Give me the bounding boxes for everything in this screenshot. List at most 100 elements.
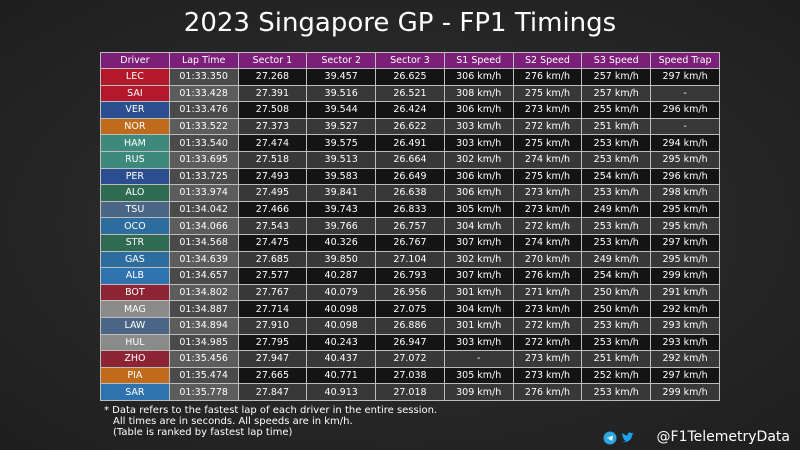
- table-row: SAI 01:33.428 27.391 39.516 26.521 308 km/h 27…: [100, 84, 720, 103]
- cell: 275 km/h: [512, 84, 583, 103]
- column-header: S1 Speed: [443, 52, 514, 69]
- footnote-line: (Table is ranked by fastest lap time): [113, 427, 293, 438]
- driver-cell: LEC: [100, 68, 170, 86]
- cell: 309 km/h: [443, 383, 514, 401]
- cell: 273 km/h: [512, 101, 583, 119]
- cell: 27.475: [237, 233, 308, 252]
- table-row: ZHO 01:35.456 27.947 40.437 27.072-273 km/h 2…: [100, 350, 720, 368]
- cell: 39.841: [306, 184, 377, 202]
- social-icons: [603, 431, 634, 445]
- cell: 301 km/h: [443, 316, 514, 335]
- cell: 27.104: [375, 250, 445, 269]
- table-row: RUS 01:33.695 27.518 39.513 26.664 302 km/h 27…: [100, 150, 720, 169]
- driver-cell: ZHO: [100, 350, 170, 368]
- cell: 253 km/h: [581, 217, 652, 235]
- cell: 01:34.639: [168, 250, 239, 269]
- cell: 27.795: [237, 333, 308, 352]
- table-row: NOR 01:33.522 27.373 39.527 26.622 303 km/h 27…: [100, 117, 720, 136]
- cell: 274 km/h: [512, 233, 583, 252]
- cell: 27.495: [237, 184, 308, 202]
- cell: 253 km/h: [581, 233, 652, 252]
- title: 2023 Singapore GP - FP1 Timings: [183, 8, 617, 38]
- cell: -: [650, 117, 720, 136]
- cell: 304 km/h: [443, 300, 514, 318]
- cell: -: [650, 84, 720, 103]
- cell: 249 km/h: [581, 250, 652, 269]
- table-row: PER 01:33.725 27.493 39.583 26.649 306 km/h 27…: [100, 167, 720, 186]
- cell: 305 km/h: [443, 200, 514, 219]
- cell: 27.072: [375, 350, 445, 368]
- cell: 01:34.802: [168, 283, 239, 302]
- cell: 27.665: [237, 366, 308, 385]
- cell: 307 km/h: [443, 233, 514, 252]
- driver-cell: LAW: [100, 316, 170, 335]
- cell: 271 km/h: [512, 283, 583, 302]
- driver-cell: SAI: [100, 84, 170, 103]
- cell: 39.516: [306, 84, 377, 103]
- driver-cell: BOT: [100, 283, 170, 302]
- driver-cell: PIA: [100, 366, 170, 385]
- driver-cell: TSU: [100, 200, 170, 219]
- cell: 292 km/h: [650, 350, 720, 368]
- column-header: Sector 1: [237, 52, 308, 69]
- cell: 250 km/h: [581, 300, 652, 318]
- cell: 26.664: [375, 150, 445, 169]
- table-row: STR 01:34.568 27.475 40.326 26.767 307 km/h 27…: [100, 233, 720, 252]
- cell: 306 km/h: [443, 167, 514, 186]
- cell: 39.513: [306, 150, 377, 169]
- cell: 01:34.066: [168, 217, 239, 235]
- cell: 27.373: [237, 117, 308, 136]
- cell: 299 km/h: [650, 383, 720, 401]
- cell: 303 km/h: [443, 134, 514, 152]
- cell: 27.466: [237, 200, 308, 219]
- cell: 249 km/h: [581, 200, 652, 219]
- cell: 308 km/h: [443, 84, 514, 103]
- cell: 26.757: [375, 217, 445, 235]
- cell: 01:33.428: [168, 84, 239, 103]
- table-row: ALB 01:34.657 27.577 40.287 26.793 307 km/h 27…: [100, 267, 720, 285]
- driver-cell: VER: [100, 101, 170, 119]
- cell: 26.767: [375, 233, 445, 252]
- table-body: LEC 01:33.350 27.268 39.457 26.625 306 km/h 27…: [100, 68, 720, 401]
- driver-cell: STR: [100, 233, 170, 252]
- cell: 253 km/h: [581, 316, 652, 335]
- driver-cell: GAS: [100, 250, 170, 269]
- cell: 255 km/h: [581, 101, 652, 119]
- driver-cell: ALB: [100, 267, 170, 285]
- driver-cell: MAG: [100, 300, 170, 318]
- cell: 272 km/h: [512, 217, 583, 235]
- cell: 27.391: [237, 84, 308, 103]
- table-row: GAS 01:34.639 27.685 39.850 27.104 302 km/h 27…: [100, 250, 720, 269]
- cell: 01:33.476: [168, 101, 239, 119]
- table-row: LAW 01:34.894 27.910 40.098 26.886 301 km/h 27…: [100, 316, 720, 335]
- cell: 27.018: [375, 383, 445, 401]
- cell: 40.326: [306, 233, 377, 252]
- cell: 27.847: [237, 383, 308, 401]
- footnote-line: All times are in seconds. All speeds are…: [113, 416, 353, 427]
- table-row: OCO 01:34.066 27.543 39.766 26.757 304 km/h 27…: [100, 217, 720, 235]
- cell: 01:34.985: [168, 333, 239, 352]
- cell: 01:33.695: [168, 150, 239, 169]
- cell: 275 km/h: [512, 134, 583, 152]
- cell: 293 km/h: [650, 316, 720, 335]
- cell: 39.743: [306, 200, 377, 219]
- cell: 26.793: [375, 267, 445, 285]
- cell: 27.268: [237, 68, 308, 86]
- cell: 01:34.887: [168, 300, 239, 318]
- column-header: Sector 3: [375, 52, 445, 69]
- cell: 292 km/h: [650, 300, 720, 318]
- cell: 252 km/h: [581, 366, 652, 385]
- cell: 305 km/h: [443, 366, 514, 385]
- table-row: PIA 01:35.474 27.665 40.771 27.038 305 km/h 27…: [100, 366, 720, 385]
- cell: 26.649: [375, 167, 445, 186]
- cell: 297 km/h: [650, 366, 720, 385]
- driver-cell: PER: [100, 167, 170, 186]
- cell: 40.098: [306, 300, 377, 318]
- footnote-line: * Data refers to the fastest lap of each…: [104, 405, 438, 416]
- cell: 26.521: [375, 84, 445, 103]
- cell: 01:35.456: [168, 350, 239, 368]
- cell: 253 km/h: [581, 184, 652, 202]
- cell: 297 km/h: [650, 233, 720, 252]
- cell: 27.493: [237, 167, 308, 186]
- driver-cell: NOR: [100, 117, 170, 136]
